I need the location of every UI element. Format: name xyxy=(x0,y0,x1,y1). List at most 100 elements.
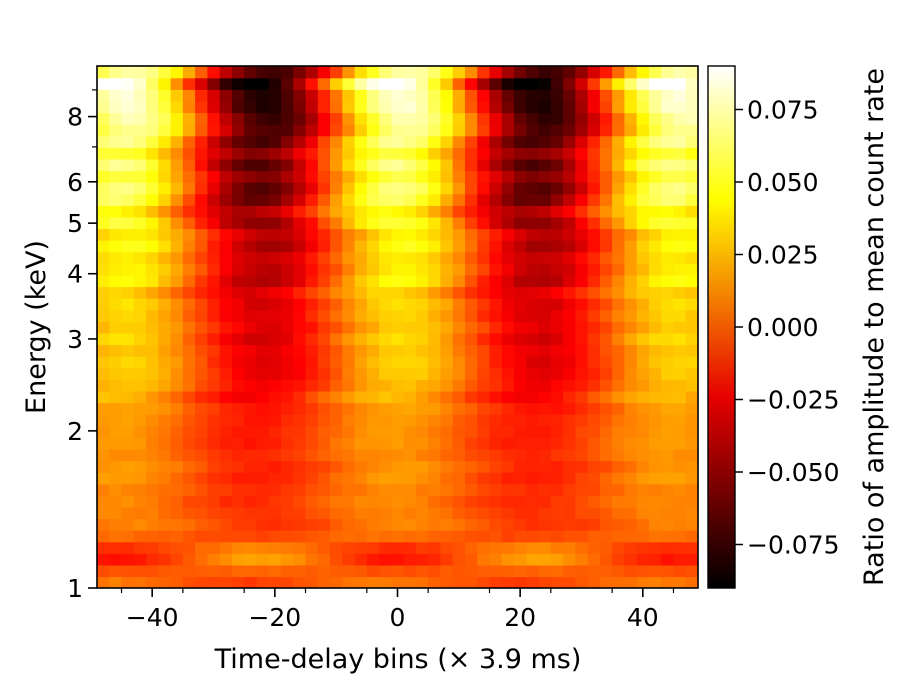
heatmap-cell xyxy=(648,124,662,137)
heatmap-cell xyxy=(354,425,368,438)
heatmap-cell xyxy=(599,414,613,427)
heatmap-cell xyxy=(379,77,393,90)
heatmap-cell xyxy=(330,518,344,531)
heatmap-cell xyxy=(366,541,380,554)
heatmap-cell xyxy=(182,506,196,520)
heatmap-cell xyxy=(330,112,344,125)
heatmap-cell xyxy=(207,216,221,230)
heatmap-cell xyxy=(575,553,589,566)
heatmap-cell xyxy=(673,309,687,322)
heatmap-cell xyxy=(256,541,270,554)
heatmap-cell xyxy=(293,263,307,276)
heatmap-cell xyxy=(109,286,123,299)
heatmap-cell xyxy=(501,205,515,218)
heatmap-cell xyxy=(403,367,417,380)
heatmap-cell xyxy=(624,576,638,588)
heatmap-cell xyxy=(109,263,123,276)
heatmap-cell xyxy=(428,564,442,578)
heatmap-cell xyxy=(182,182,196,195)
heatmap-cell xyxy=(109,182,123,195)
heatmap-cell xyxy=(538,112,552,125)
heatmap-cell xyxy=(599,216,613,230)
heatmap-cell xyxy=(673,112,687,125)
heatmap-cell xyxy=(501,182,515,195)
heatmap-cell xyxy=(379,344,393,357)
heatmap-cell xyxy=(612,541,626,554)
heatmap-cell xyxy=(501,506,515,520)
heatmap-cell xyxy=(379,448,393,462)
heatmap-cell xyxy=(648,274,662,288)
heatmap-cell xyxy=(182,170,196,183)
heatmap-cell xyxy=(219,251,233,264)
heatmap-cell xyxy=(612,402,626,415)
heatmap-cell xyxy=(182,240,196,253)
heatmap-cell xyxy=(526,251,540,264)
heatmap-cell xyxy=(514,437,527,450)
heatmap-cell xyxy=(501,170,515,183)
heatmap-cell xyxy=(354,460,368,473)
heatmap-cell xyxy=(219,553,233,566)
heatmap-cell xyxy=(182,112,196,125)
heatmap-cell xyxy=(231,298,245,311)
heatmap-cell xyxy=(379,205,393,218)
heatmap-cell xyxy=(342,216,356,230)
heatmap-cell xyxy=(244,367,258,380)
heatmap-cell xyxy=(550,286,564,299)
heatmap-cell xyxy=(612,564,626,578)
heatmap-cell xyxy=(182,530,196,543)
heatmap-cell xyxy=(207,472,221,485)
heatmap-cell xyxy=(501,460,515,473)
heatmap-cell xyxy=(501,286,515,299)
heatmap-cell xyxy=(661,193,675,206)
heatmap-cell xyxy=(97,89,110,102)
heatmap-cell xyxy=(538,448,552,462)
heatmap-cell xyxy=(182,518,196,531)
heatmap-cell xyxy=(391,553,405,566)
heatmap-cell xyxy=(452,240,466,253)
heatmap-cell xyxy=(342,495,356,508)
heatmap-cell xyxy=(231,77,245,90)
heatmap-cell xyxy=(477,182,491,195)
heatmap-cell xyxy=(207,263,221,276)
heatmap-cell xyxy=(612,309,626,322)
heatmap-cell xyxy=(379,506,393,520)
heatmap-cell xyxy=(133,356,147,369)
heatmap-cell xyxy=(624,170,638,183)
heatmap-cell xyxy=(158,356,172,369)
heatmap-cell xyxy=(330,182,344,195)
heatmap-cell xyxy=(612,274,626,288)
heatmap-cell xyxy=(342,182,356,195)
heatmap-cell xyxy=(97,251,110,264)
heatmap-cell xyxy=(428,553,442,566)
heatmap-cell xyxy=(330,460,344,473)
heatmap-cell xyxy=(685,576,698,588)
heatmap-cell xyxy=(624,356,638,369)
heatmap-cell xyxy=(317,216,331,230)
heatmap-cell xyxy=(636,100,650,114)
heatmap-cell xyxy=(428,263,442,276)
heatmap-cell xyxy=(464,414,478,427)
heatmap-cell xyxy=(624,390,638,404)
heatmap-cell xyxy=(109,228,123,241)
heatmap-cell xyxy=(207,367,221,380)
heatmap-cell xyxy=(170,205,184,218)
heatmap-cell xyxy=(231,390,245,404)
heatmap-cell xyxy=(256,321,270,334)
heatmap-cell xyxy=(514,216,527,230)
heatmap-cell xyxy=(464,553,478,566)
heatmap-cell xyxy=(256,182,270,195)
heatmap-cell xyxy=(428,541,442,554)
heatmap-cell xyxy=(415,158,429,172)
heatmap-cell xyxy=(550,251,564,264)
heatmap-cell xyxy=(146,286,160,299)
heatmap-cell xyxy=(661,530,675,543)
heatmap-cell xyxy=(231,158,245,172)
heatmap-cell xyxy=(342,321,356,334)
heatmap-cell xyxy=(97,135,110,148)
heatmap-cell xyxy=(415,112,429,125)
heatmap-cell xyxy=(195,356,209,369)
heatmap-cell xyxy=(109,344,123,357)
heatmap-cell xyxy=(305,530,319,543)
heatmap-cell xyxy=(636,240,650,253)
